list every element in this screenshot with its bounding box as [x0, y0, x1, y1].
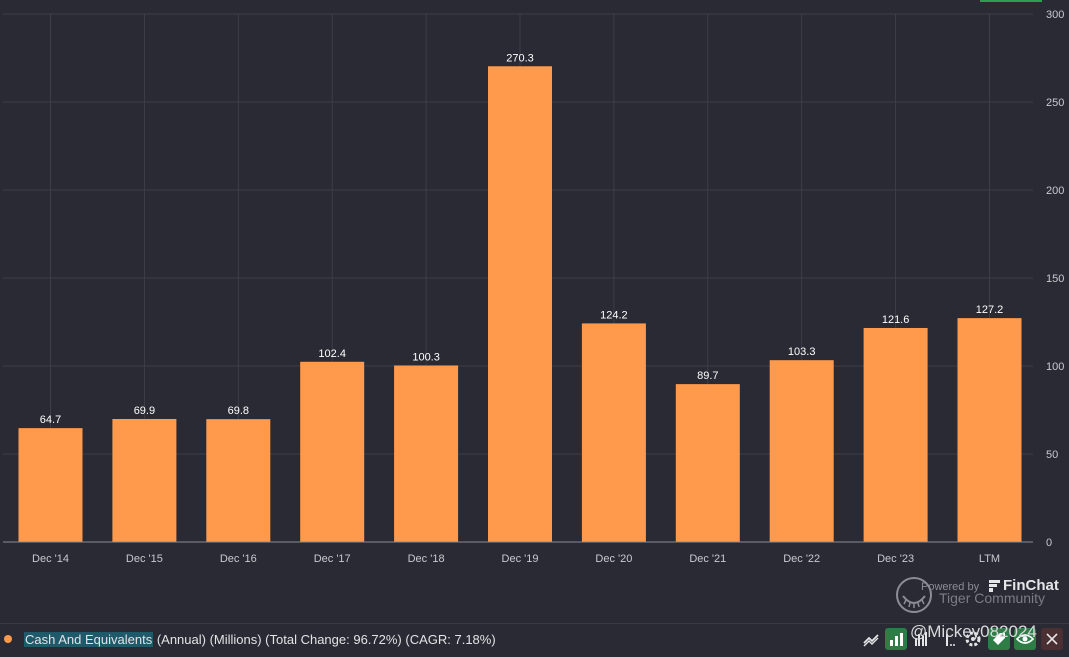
- x-tick-label: Dec '21: [689, 553, 726, 565]
- bar: [581, 323, 646, 542]
- line-chart-icon[interactable]: [860, 628, 882, 650]
- x-tick-label: Dec '18: [408, 553, 445, 565]
- y-tick-label: 100: [1046, 361, 1064, 373]
- tiger-logo-icon: [896, 577, 932, 613]
- user-handle: @Mickey082024: [910, 622, 1037, 641]
- legend-series-details: (Annual) (Millions) (Total Change: 96.72…: [153, 632, 496, 647]
- x-tick-label: Dec '15: [126, 553, 163, 565]
- bar-value-label: 100.3: [412, 351, 440, 363]
- y-tick-label: 250: [1046, 97, 1064, 109]
- bar-value-label: 89.7: [697, 370, 718, 382]
- bar: [488, 66, 552, 542]
- watermark: Powered by FinChat Tiger Community: [895, 576, 1065, 616]
- bar: [18, 428, 83, 542]
- y-tick-label: 300: [1046, 9, 1064, 21]
- bar: [394, 365, 459, 542]
- x-tick-label: Dec '22: [783, 553, 820, 565]
- bar-value-label: 127.2: [976, 304, 1004, 316]
- bar-value-label: 124.2: [600, 309, 628, 321]
- bar: [675, 384, 740, 542]
- y-tick-label: 0: [1046, 537, 1052, 549]
- tag-icon[interactable]: [988, 628, 1010, 650]
- legend-series-name: Cash And Equivalents: [24, 632, 154, 647]
- y-tick-label: 50: [1046, 449, 1058, 461]
- bar-value-label: 64.7: [40, 414, 61, 426]
- grouped-bar-icon[interactable]: [910, 628, 932, 650]
- bar-value-label: 270.3: [506, 52, 534, 64]
- powered-by-text: Powered by: [921, 581, 980, 593]
- finchat-logo-icon: [989, 580, 1000, 592]
- x-tick-label: Dec '14: [32, 553, 69, 565]
- legend-color-dot: [4, 635, 12, 643]
- bar: [957, 318, 1022, 542]
- y-tick-label: 200: [1046, 185, 1064, 197]
- x-tick-label: LTM: [979, 553, 1000, 565]
- bar-value-label: 103.3: [788, 346, 816, 358]
- bar-chart-icon[interactable]: [885, 628, 907, 650]
- eye-icon[interactable]: [1014, 628, 1036, 650]
- x-tick-label: Dec '17: [314, 553, 351, 565]
- bar-value-label: 69.8: [228, 405, 249, 417]
- settings-icon[interactable]: [962, 628, 984, 650]
- x-tick-label: Dec '19: [502, 553, 539, 565]
- bar-value-label: 121.6: [882, 314, 910, 326]
- top-accent-bar: [980, 0, 1042, 2]
- bar-value-label: 102.4: [318, 348, 346, 360]
- close-icon[interactable]: [1041, 628, 1063, 650]
- y-tick-label: 150: [1046, 273, 1064, 285]
- finchat-brand: FinChat: [1003, 577, 1059, 594]
- bar: [112, 418, 177, 542]
- more-icon[interactable]: [936, 628, 958, 650]
- bar: [863, 327, 928, 542]
- tiger-community-text: Tiger Community: [939, 590, 1046, 606]
- bar: [300, 361, 365, 542]
- bar-value-label: 69.9: [134, 405, 155, 417]
- x-tick-label: Dec '16: [220, 553, 257, 565]
- bar: [769, 360, 834, 542]
- x-tick-label: Dec '20: [595, 553, 632, 565]
- legend-entry[interactable]: Cash And Equivalents (Annual) (Millions)…: [24, 632, 496, 647]
- legend-bar: Cash And Equivalents (Annual) (Millions)…: [0, 622, 1069, 657]
- bar: [206, 419, 271, 542]
- x-tick-label: Dec '23: [877, 553, 914, 565]
- bar-chart: 0 50 100 150 200 250 300 64.7 Dec '14 69.9 Dec '15…: [3, 9, 1064, 565]
